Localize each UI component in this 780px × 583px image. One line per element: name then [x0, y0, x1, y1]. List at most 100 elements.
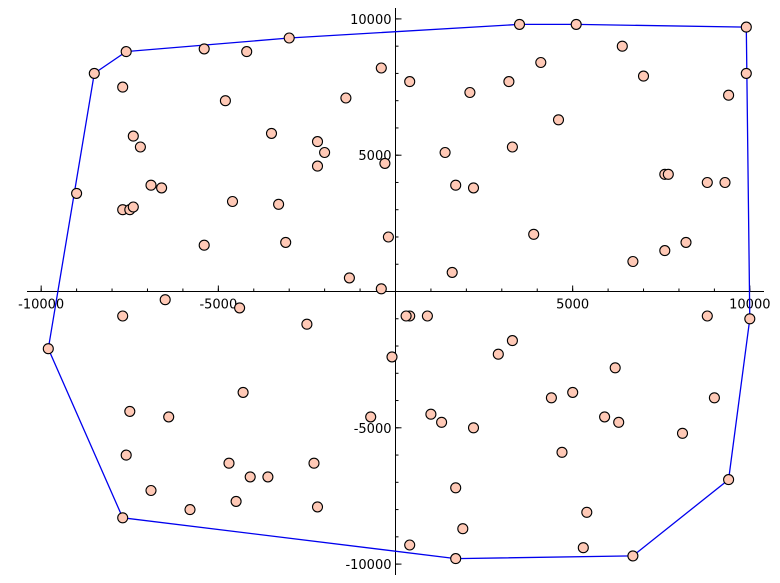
data-point: [404, 76, 416, 88]
data-point: [386, 351, 398, 363]
data-point: [308, 457, 320, 469]
data-points: [42, 18, 756, 565]
data-point: [230, 495, 242, 507]
data-point: [117, 81, 129, 93]
data-point: [198, 239, 210, 251]
data-point: [219, 95, 231, 107]
data-point: [567, 386, 579, 398]
tick-marks: [40, 18, 751, 565]
data-point: [145, 179, 157, 191]
data-point: [163, 411, 175, 423]
data-point: [88, 67, 100, 79]
data-point: [506, 335, 518, 347]
data-point: [513, 18, 526, 30]
data-point: [676, 427, 689, 439]
data-point: [719, 176, 731, 189]
data-point: [723, 474, 735, 486]
data-point: [241, 46, 253, 58]
data-point: [637, 70, 650, 82]
data-point: [117, 512, 129, 524]
data-point: [71, 187, 83, 199]
data-point: [740, 21, 752, 33]
data-point: [301, 318, 313, 330]
data-point: [343, 272, 355, 284]
data-point: [120, 46, 132, 58]
data-point: [708, 392, 720, 404]
data-point: [528, 228, 540, 240]
x-tick-label: 5000: [556, 298, 589, 313]
data-point: [457, 523, 469, 535]
data-point: [127, 130, 139, 142]
data-point: [450, 553, 462, 565]
data-point: [701, 176, 713, 189]
data-point: [184, 504, 196, 516]
data-point: [535, 56, 547, 69]
data-point: [134, 141, 146, 153]
y-tick-label: -5000: [354, 422, 392, 437]
data-point: [723, 89, 735, 101]
data-point: [570, 18, 582, 30]
data-point: [404, 539, 416, 551]
data-point: [581, 506, 593, 518]
data-point: [436, 416, 448, 428]
data-point: [223, 457, 235, 469]
data-point: [265, 127, 278, 139]
data-point: [627, 255, 639, 268]
data-point: [450, 482, 462, 494]
data-point: [421, 310, 433, 322]
data-point: [467, 422, 480, 434]
data-point: [280, 236, 292, 248]
data-point: [311, 136, 324, 148]
data-point: [311, 160, 324, 172]
data-point: [283, 32, 295, 44]
data-point: [556, 446, 568, 458]
x-tick-label: -5000: [199, 298, 237, 313]
data-point: [744, 313, 756, 325]
data-point: [226, 195, 239, 208]
data-point: [42, 343, 54, 355]
data-point: [740, 67, 752, 79]
data-point: [446, 266, 458, 278]
data-point: [400, 310, 412, 322]
data-point: [375, 283, 387, 295]
data-point: [262, 471, 274, 483]
data-point: [680, 236, 692, 248]
data-point: [340, 92, 352, 104]
data-point: [120, 449, 132, 461]
data-point: [244, 471, 256, 483]
data-point: [599, 411, 611, 423]
data-point: [492, 348, 504, 360]
data-point: [237, 386, 249, 398]
data-point: [124, 405, 136, 417]
data-point: [662, 168, 674, 180]
data-point: [659, 245, 671, 257]
data-point: [467, 182, 480, 194]
data-point: [117, 310, 129, 322]
y-tick-label: 10000: [350, 13, 391, 28]
data-point: [127, 201, 139, 213]
y-tick-label: -10000: [345, 558, 391, 573]
data-point: [545, 392, 557, 404]
data-point: [375, 62, 387, 74]
data-point: [382, 231, 394, 243]
data-point: [425, 408, 437, 420]
data-point: [616, 40, 628, 52]
data-point: [503, 76, 515, 88]
data-point: [464, 86, 476, 99]
x-tick-label: -10000: [18, 298, 64, 313]
data-point: [552, 114, 565, 126]
data-point: [701, 310, 713, 322]
data-point: [609, 362, 621, 374]
data-point: [506, 141, 518, 153]
data-point: [145, 484, 157, 497]
data-point: [365, 411, 377, 423]
data-point: [319, 146, 331, 159]
data-point: [450, 179, 462, 191]
data-point: [234, 302, 246, 314]
data-point: [159, 294, 171, 306]
data-point: [273, 198, 285, 210]
axes: [27, 8, 764, 575]
data-point: [198, 43, 210, 55]
data-point: [613, 416, 625, 428]
